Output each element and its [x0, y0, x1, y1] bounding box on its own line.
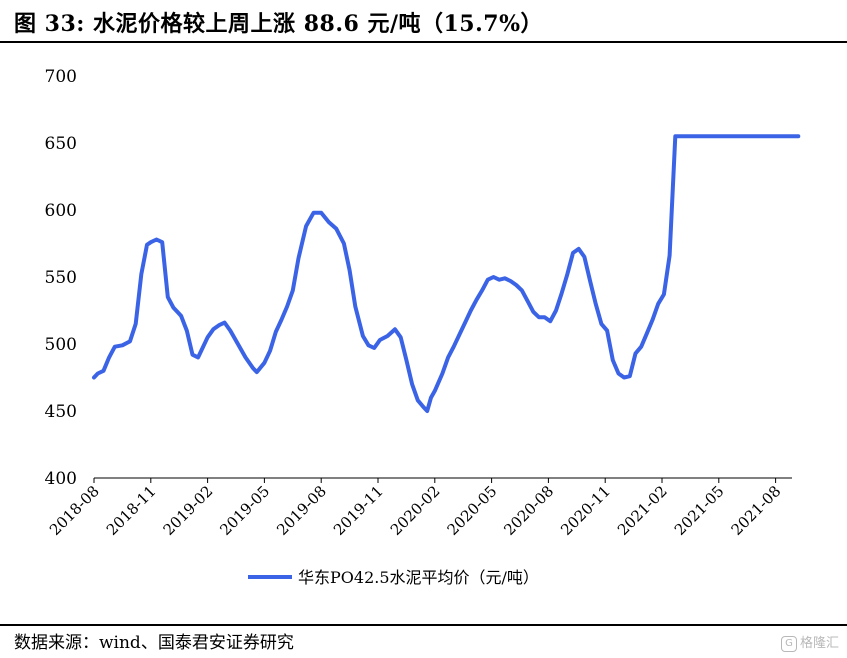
y-tick-label: 700 [45, 67, 77, 87]
series-line [92, 134, 801, 413]
x-tick-label: 2019-02 [160, 482, 217, 539]
x-tick-label: 2021-08 [728, 482, 785, 539]
x-tick-label: 2021-02 [614, 482, 671, 539]
y-tick-label: 550 [45, 268, 77, 288]
x-tick-label: 2019-11 [330, 482, 387, 539]
y-axis: 400 450 500 550 600 650 700 [45, 67, 77, 489]
legend-label: 华东PO42.5水泥平均价（元/吨） [298, 568, 539, 587]
x-tick-label: 2021-05 [671, 482, 728, 539]
x-tick-label: 2020-02 [387, 482, 444, 539]
x-axis: 2018-08 2018-11 2019-02 2019-05 2019-08 2019-… [46, 477, 792, 539]
legend: 华东PO42.5水泥平均价（元/吨） [248, 568, 539, 587]
source-divider [0, 624, 847, 626]
x-tick-label: 2019-05 [216, 482, 273, 539]
source-note: 数据来源：wind、国泰君安证券研究 [14, 633, 294, 653]
title-divider [0, 41, 847, 43]
x-tick-label: 2018-08 [46, 482, 103, 539]
y-tick-label: 600 [45, 201, 77, 221]
y-tick-label: 500 [45, 335, 77, 355]
watermark: G 格隆汇 [780, 632, 839, 652]
x-tick-label: 2018-11 [103, 482, 160, 539]
watermark-text: 格隆汇 [799, 636, 839, 651]
y-tick-label: 450 [45, 402, 77, 422]
y-tick-label: 650 [45, 134, 77, 154]
x-tick-label: 2020-08 [500, 482, 557, 539]
x-tick-label: 2020-05 [444, 482, 501, 539]
watermark-logo-icon: G [780, 635, 797, 652]
y-tick-label: 400 [45, 469, 77, 489]
x-tick-label: 2019-08 [273, 482, 330, 539]
plot-area [92, 134, 801, 413]
figure-title: 图 33: 水泥价格较上周上涨 88.6 元/吨（15.7%） [14, 11, 543, 37]
x-tick-label: 2020-11 [557, 482, 614, 539]
